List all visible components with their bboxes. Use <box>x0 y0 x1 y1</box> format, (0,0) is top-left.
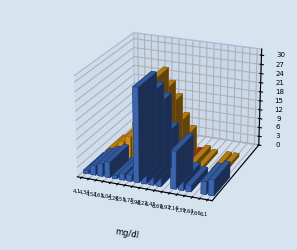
X-axis label: mg/dl: mg/dl <box>114 227 140 240</box>
